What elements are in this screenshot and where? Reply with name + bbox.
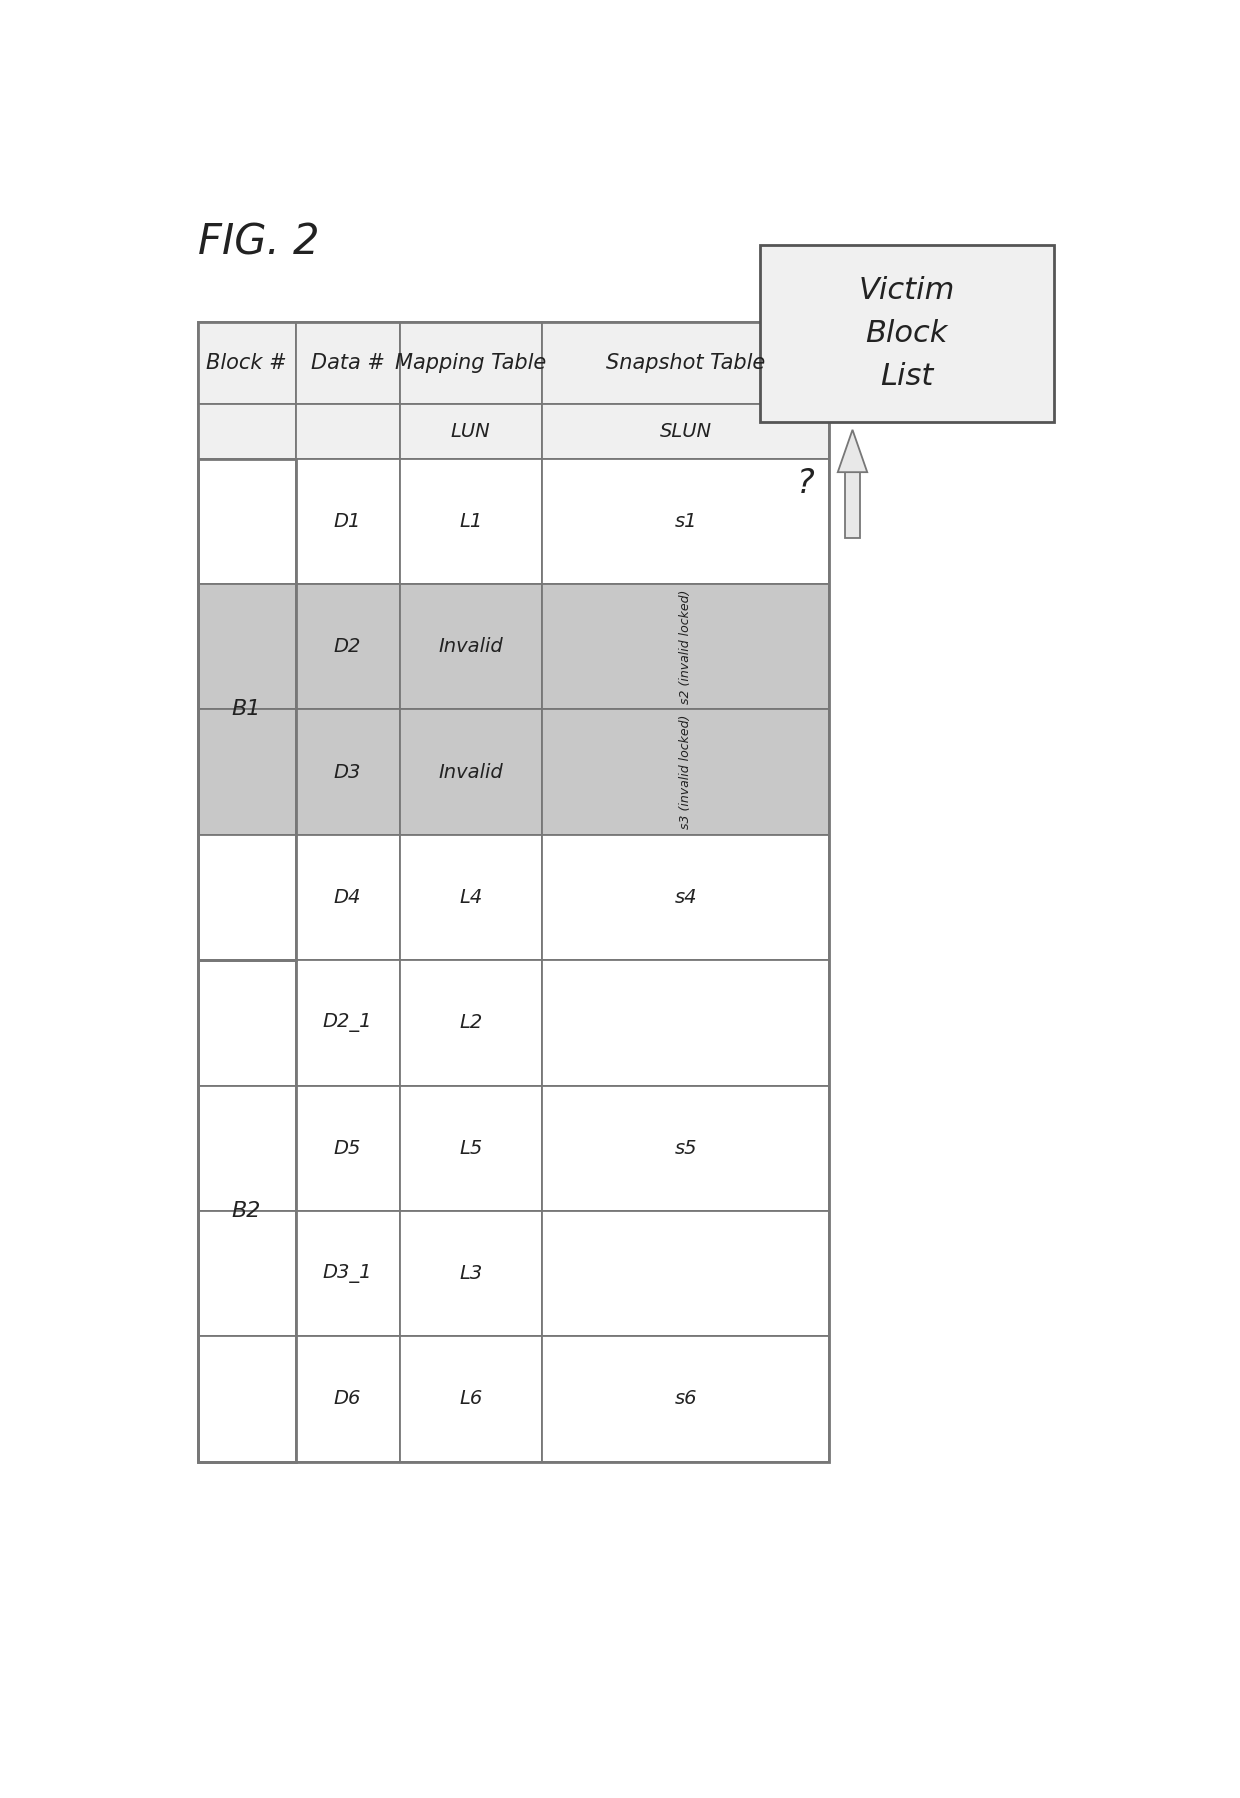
- Bar: [295, 322, 399, 405]
- Bar: [399, 710, 542, 834]
- Text: LUN: LUN: [451, 423, 491, 441]
- Text: s1: s1: [675, 512, 697, 530]
- Bar: [399, 584, 542, 710]
- Bar: [759, 245, 1054, 423]
- Text: D2: D2: [334, 636, 361, 656]
- Bar: [295, 710, 399, 834]
- Bar: [295, 834, 399, 960]
- Bar: [542, 322, 830, 405]
- Text: s2 (invalid locked): s2 (invalid locked): [680, 590, 692, 705]
- Bar: [399, 458, 542, 584]
- Text: D3: D3: [334, 762, 361, 782]
- Bar: [197, 960, 295, 1462]
- Text: L2: L2: [459, 1014, 482, 1032]
- Text: s5: s5: [675, 1138, 697, 1158]
- Text: L3: L3: [459, 1264, 482, 1284]
- Text: SLUN: SLUN: [660, 423, 712, 441]
- Text: L4: L4: [459, 888, 482, 906]
- Text: D6: D6: [334, 1390, 361, 1408]
- Bar: [197, 710, 295, 834]
- Polygon shape: [838, 430, 867, 473]
- Bar: [399, 1210, 542, 1336]
- Bar: [295, 960, 399, 1086]
- Bar: [197, 1086, 295, 1210]
- Bar: [399, 834, 542, 960]
- Bar: [197, 1210, 295, 1336]
- Bar: [197, 960, 295, 1086]
- Text: D1: D1: [334, 512, 361, 530]
- Text: s3 (invalid locked): s3 (invalid locked): [680, 716, 692, 829]
- Bar: [542, 458, 830, 584]
- Text: L1: L1: [459, 512, 482, 530]
- Bar: [197, 1336, 295, 1462]
- Bar: [197, 322, 295, 405]
- Bar: [295, 1336, 399, 1462]
- Text: s4: s4: [675, 888, 697, 906]
- Text: B1: B1: [232, 699, 262, 719]
- Bar: [542, 584, 830, 710]
- Text: D4: D4: [334, 888, 361, 906]
- Bar: [542, 1210, 830, 1336]
- Text: L6: L6: [459, 1390, 482, 1408]
- Bar: [295, 584, 399, 710]
- Bar: [197, 584, 295, 710]
- Text: Mapping Table: Mapping Table: [396, 352, 547, 372]
- Text: Block #: Block #: [206, 352, 286, 372]
- Text: D3_1: D3_1: [322, 1264, 372, 1284]
- Text: Victim
Block
List: Victim Block List: [858, 277, 955, 390]
- Bar: [542, 1086, 830, 1210]
- Bar: [399, 1086, 542, 1210]
- Bar: [295, 458, 399, 584]
- Text: ?: ?: [797, 467, 815, 500]
- Bar: [197, 405, 295, 458]
- Bar: [399, 1336, 542, 1462]
- Bar: [542, 710, 830, 834]
- Bar: [399, 405, 542, 458]
- Text: Snapshot Table: Snapshot Table: [606, 352, 765, 372]
- Text: B2: B2: [232, 1201, 262, 1221]
- Text: s6: s6: [675, 1390, 697, 1408]
- Bar: [197, 834, 295, 960]
- Text: L5: L5: [459, 1138, 482, 1158]
- Bar: [197, 458, 295, 960]
- Text: Invalid: Invalid: [439, 636, 503, 656]
- Bar: [542, 405, 830, 458]
- Bar: [844, 473, 861, 538]
- Text: Invalid: Invalid: [439, 762, 503, 782]
- Bar: [399, 960, 542, 1086]
- Bar: [295, 1086, 399, 1210]
- Bar: [542, 960, 830, 1086]
- Text: FIG. 2: FIG. 2: [197, 221, 319, 264]
- Bar: [542, 834, 830, 960]
- Bar: [295, 1210, 399, 1336]
- Text: D2_1: D2_1: [322, 1014, 372, 1032]
- Bar: [542, 1336, 830, 1462]
- Bar: [399, 322, 542, 405]
- Bar: [197, 322, 830, 1462]
- Text: D5: D5: [334, 1138, 361, 1158]
- Bar: [197, 458, 295, 584]
- Text: Data #: Data #: [311, 352, 384, 372]
- Bar: [295, 405, 399, 458]
